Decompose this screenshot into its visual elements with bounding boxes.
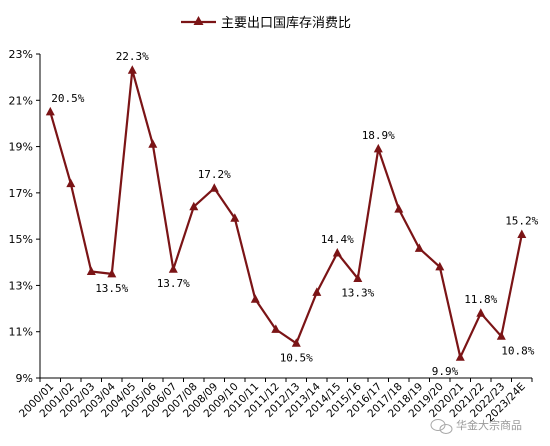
- y-tick-label: 19%: [9, 141, 33, 154]
- y-tick-label: 17%: [9, 187, 33, 200]
- data-label: 18.9%: [362, 129, 395, 142]
- data-point-marker: [271, 324, 281, 333]
- y-tick-label: 11%: [9, 326, 33, 339]
- data-point-marker: [332, 248, 342, 257]
- data-point-marker: [45, 106, 55, 116]
- data-point-marker: [517, 229, 527, 238]
- y-tick-label: 15%: [9, 233, 33, 246]
- data-point-marker: [496, 331, 506, 340]
- data-point-marker: [414, 243, 424, 252]
- data-label: 17.2%: [198, 168, 231, 181]
- y-axis-ticks: 9% 11% 13% 15% 17% 19% 21% 23%: [9, 48, 40, 385]
- legend-marker: [193, 16, 204, 25]
- data-point-marker: [230, 213, 240, 222]
- data-point-marker: [209, 183, 219, 192]
- data-label: 14.4%: [321, 233, 354, 246]
- data-label: 9.9%: [432, 365, 459, 378]
- x-axis-ticks: 2000/012001/022002/032003/042004/052005/…: [17, 378, 533, 425]
- data-point-marker: [312, 287, 322, 296]
- data-label: 13.3%: [341, 286, 374, 299]
- data-point-marker: [353, 273, 363, 282]
- data-point-marker: [127, 65, 137, 74]
- wechat-icon: [430, 419, 453, 434]
- y-tick-label: 23%: [9, 48, 33, 61]
- data-point-marker: [168, 264, 178, 273]
- data-label: 10.5%: [280, 351, 313, 364]
- data-label: 13.5%: [95, 282, 128, 295]
- data-point-marker: [476, 308, 486, 317]
- data-point-marker: [66, 178, 76, 188]
- data-point-marker: [455, 352, 465, 361]
- data-point-marker: [291, 338, 301, 347]
- data-label: 10.8%: [501, 344, 534, 357]
- axes: [39, 54, 532, 379]
- data-point-marker: [86, 266, 96, 275]
- data-point-marker: [394, 204, 404, 213]
- data-point-marker: [148, 139, 158, 148]
- data-point-marker: [435, 261, 445, 271]
- legend-label: 主要出口国库存消费比: [221, 15, 351, 31]
- watermark-text: 华金大宗商品: [456, 418, 522, 432]
- data-point-marker: [250, 294, 260, 303]
- watermark: 华金大宗商品: [430, 418, 522, 434]
- series-polyline: [49, 69, 523, 359]
- data-label: 11.8%: [464, 293, 497, 306]
- data-point-marker: [189, 201, 199, 211]
- series-line: [45, 65, 527, 361]
- data-labels: 20.5% 13.5% 22.3% 13.7% 17.2% 10.5% 14.4% 13.3%…: [51, 50, 538, 378]
- y-tick-label: 21%: [9, 94, 33, 107]
- y-tick-label: 9%: [16, 372, 33, 385]
- data-point-marker: [107, 268, 117, 278]
- legend: 主要出口国库存消费比: [181, 15, 351, 31]
- data-point-marker: [373, 143, 383, 153]
- y-tick-label: 13%: [9, 279, 33, 292]
- data-label: 15.2%: [505, 215, 538, 228]
- data-label: 22.3%: [116, 50, 149, 63]
- data-label: 13.7%: [157, 277, 190, 290]
- data-label: 20.5%: [51, 92, 84, 105]
